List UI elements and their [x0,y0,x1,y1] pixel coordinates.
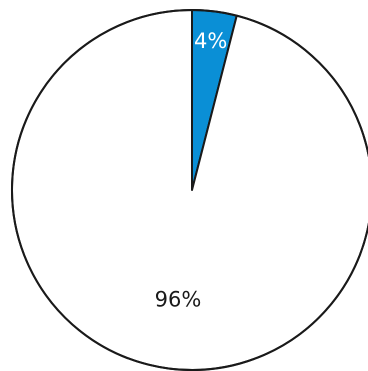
pie-slices [11,9,368,371]
pie-slice-label-1: 96% [155,288,202,312]
pie-outline [11,9,368,371]
pie-labels: 4% 96% [155,29,228,312]
pie-slice-1 [11,9,368,371]
pie-slice-label-0: 4% [194,29,227,53]
